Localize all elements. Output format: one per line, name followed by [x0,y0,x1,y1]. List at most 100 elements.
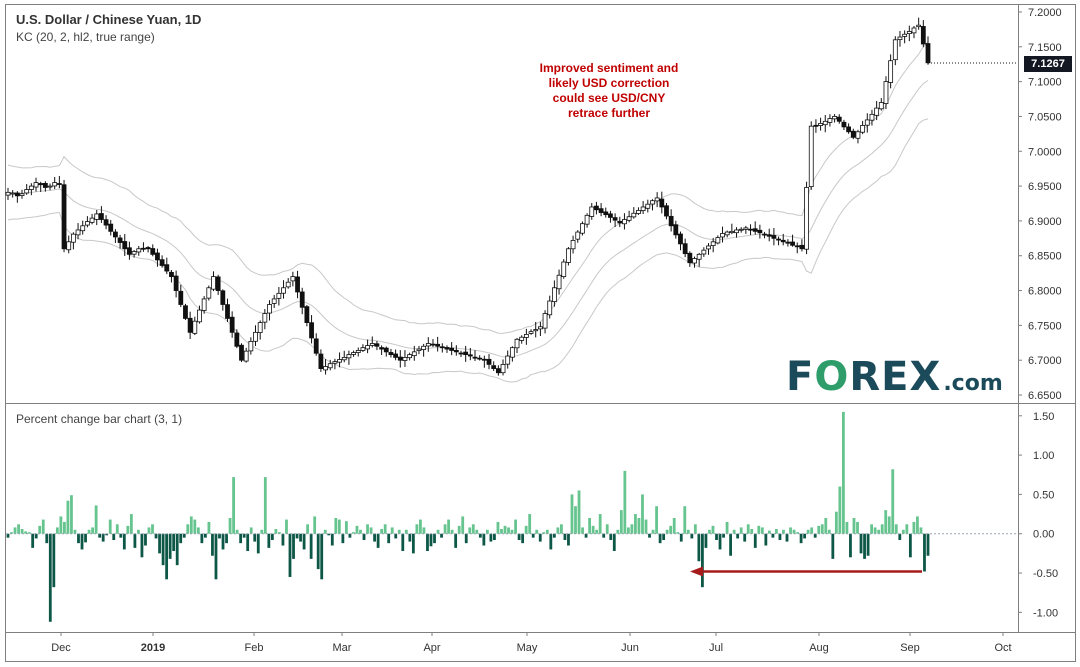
pct-change-bar [27,532,31,534]
candle-body [598,208,604,213]
candle-body [850,130,856,138]
pct-change-bar [736,533,740,539]
pct-change-bar [323,529,327,534]
candle-body [346,354,352,359]
candle-body [594,205,599,211]
lower-panel-title: Percent change bar chart (3, 1) [16,412,183,426]
pct-change-bar [912,521,916,534]
candle-body [491,365,497,369]
candle-body [332,361,338,364]
pct-change-bar [789,527,792,534]
candle-body [883,81,889,104]
price-tick-label: 6.9500 [1028,181,1062,193]
candle-body [187,317,193,333]
pct-change-bar [908,533,912,558]
candle-body [290,276,296,282]
candle-body [785,241,791,244]
pct-change-bar [274,529,278,534]
candle-body [5,191,11,196]
candle-body [500,363,506,374]
pct-change-bar [87,529,91,534]
pct-change-bar [281,533,285,546]
pct-change-bar [320,533,324,580]
pct-change-bar [701,533,704,588]
candle-body [874,107,880,116]
candle-body [267,304,272,314]
pct-change-bar [760,527,764,534]
candle-body [458,352,464,355]
pct-change-bar [785,533,789,542]
pct-change-bar [447,519,451,534]
pct-change-bar [729,533,733,556]
price-tick-label: 6.8000 [1028,286,1062,298]
pct-change-bar [196,527,200,534]
pct-change-bar [718,533,722,550]
pct-change-bar [34,533,38,539]
time-tick-label: Jul [709,642,723,654]
pct-change-bar [45,533,49,544]
candle-body [841,121,847,128]
candle-body [150,248,156,255]
price-tick-label: 6.7500 [1028,320,1062,332]
pct-change-bar [98,533,102,538]
pct-change-bar [524,525,528,534]
pct-change-bar [182,533,186,538]
candle-body [52,182,58,187]
pct-change-bar [901,529,905,534]
pct-change-bar [630,524,634,534]
pct-change-bar [66,500,70,534]
candle-body [766,234,772,237]
candle-body [10,192,16,195]
candle-body [318,353,324,369]
pct-change-bar [704,533,708,548]
pct-change-bar [172,533,176,552]
pct-change-bar [133,533,137,548]
pct-change-bar [521,533,525,544]
candle-body [804,187,809,250]
pct-change-bar [161,533,165,566]
pct-change-bar [426,533,429,552]
pct-change-bar [137,529,140,534]
candle-body [519,336,525,341]
candle-body [836,116,842,122]
candle-body [710,241,716,247]
candle-body [743,227,749,230]
pct-change-bar [577,490,581,534]
candle-body [421,345,427,350]
pct-change-bar [369,527,373,534]
candle-body [99,213,104,220]
pct-change-bar [644,519,648,534]
pct-change-bar [221,533,225,550]
candle-body [379,347,385,350]
pct-change-bar [433,533,436,544]
pct-change-bar [115,524,119,534]
candle-body [211,276,216,290]
pct-change-bar [471,524,475,534]
candle-body [696,253,702,260]
pct-change-bar [218,533,221,539]
pct-change-bar [792,529,796,534]
pct-change-bar [112,533,116,541]
pct-change-bar [464,533,468,544]
candle-body [28,185,34,190]
pct-change-bar [337,519,341,534]
price-tick-label: 6.8500 [1028,251,1062,263]
price-tick-label: 7.0500 [1028,111,1062,123]
pct-change-bar [503,525,507,534]
candle-body [234,332,240,347]
candle-body [678,233,683,245]
candle-body [906,31,912,35]
pct-change-bar [179,533,183,544]
candle-body [706,245,711,250]
pct-change-bar [782,529,785,534]
pct-tick-label: 0.00 [1033,529,1054,541]
pct-change-bar [450,529,454,534]
candle-body [327,363,333,369]
candle-body [827,118,833,123]
pct-change-bar [549,533,553,550]
pct-change-bar [419,519,422,534]
time-tick-label: Apr [423,642,440,654]
price-tick-label: 6.7000 [1028,355,1062,367]
pct-change-bar [803,533,807,539]
candle-body [313,338,319,354]
